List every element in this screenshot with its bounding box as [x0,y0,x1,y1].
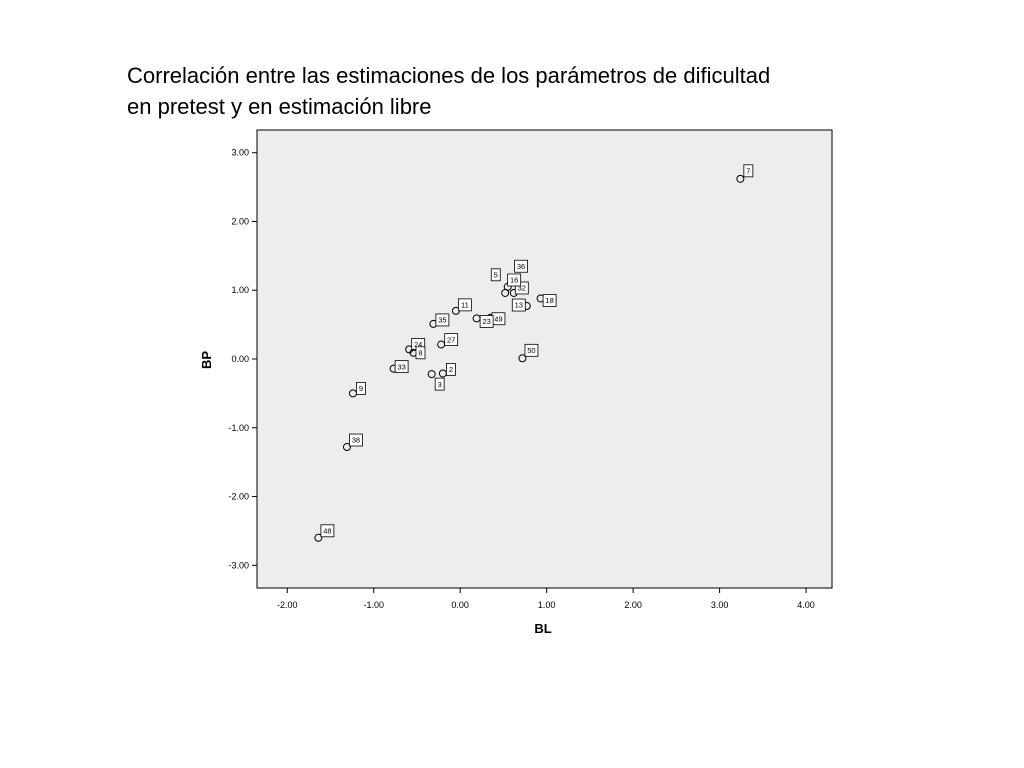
data-point [427,370,436,379]
point-label-box [446,363,456,376]
y-axis: 3.00 2.00 1.00 0.00 -1.00 -2.00 -3.00 [228,148,257,570]
point-label: 38 [352,436,360,445]
point-label: 24 [414,340,422,349]
point-label-box [743,164,754,178]
point-label: 49 [494,314,502,323]
point-label: 16 [510,276,518,285]
point-label-box [444,333,459,346]
y-tick-label: 2.00 [231,216,249,226]
point-label: 8 [418,349,422,358]
point-label-box [435,313,450,327]
point-label: 48 [323,526,331,535]
point-label-box [356,381,366,395]
point-label-box [394,360,409,374]
point-label: 2 [449,365,453,374]
point-label: 9 [359,384,363,393]
point-label: 11 [461,301,469,310]
x-tick-label: 1.00 [538,600,556,610]
point-label: 18 [545,296,553,305]
point-label: 3 [438,380,442,389]
point-label-box [415,346,426,360]
data-points: 7 5 36 32 18 49 13 16 11 35 23 27 24 33 8 23 50 9 38 48 [314,164,754,542]
point-label-box [514,259,528,273]
plot-area [256,129,833,589]
point-label-box [434,377,445,391]
y-tick-label: -3.00 [228,560,249,570]
point-label-box [524,343,539,357]
point-label: 13 [515,301,523,310]
point-label-box [542,294,557,307]
point-label-box [320,524,335,538]
slide-title: Correlación entre las estimaciones de lo… [127,60,947,122]
y-tick-label: 1.00 [231,285,249,295]
point-label-box [479,315,494,328]
slide-title-line-1: Correlación entre las estimaciones de lo… [127,63,771,88]
point-label: 50 [527,346,535,355]
point-label-box [349,433,363,447]
x-tick-label: 2.00 [624,600,642,610]
point-label-box [457,298,472,312]
y-tick-label: -2.00 [228,492,249,502]
point-label-box [511,298,526,312]
data-point [342,443,351,452]
y-tick-label: 3.00 [231,148,249,158]
data-point [501,288,510,297]
point-label: 33 [397,362,405,371]
x-tick-label: 4.00 [797,600,815,610]
slide-title-line-2: en pretest y en estimación libre [127,94,432,119]
point-label: 7 [746,167,750,176]
point-label: 36 [517,262,525,271]
point-label: 5 [494,270,498,279]
x-axis: -2.00 -1.00 0.00 1.00 2.00 3.00 4.00 [277,588,815,610]
y-tick-label: -1.00 [228,423,249,433]
y-axis-title: BP [199,351,214,369]
data-point [736,174,745,183]
point-label: 23 [482,317,490,326]
x-axis-title: BL [534,621,551,636]
point-label: 35 [438,316,446,325]
point-label: 27 [447,335,455,344]
point-label-box [490,268,501,282]
y-tick-label: 0.00 [231,354,249,364]
x-tick-label: 0.00 [451,600,469,610]
x-tick-label: -1.00 [363,600,384,610]
data-point [518,354,527,363]
data-point [314,533,323,542]
x-tick-label: -2.00 [277,600,298,610]
point-label-box [507,273,522,287]
point-label: 32 [518,284,526,293]
x-tick-label: 3.00 [711,600,729,610]
